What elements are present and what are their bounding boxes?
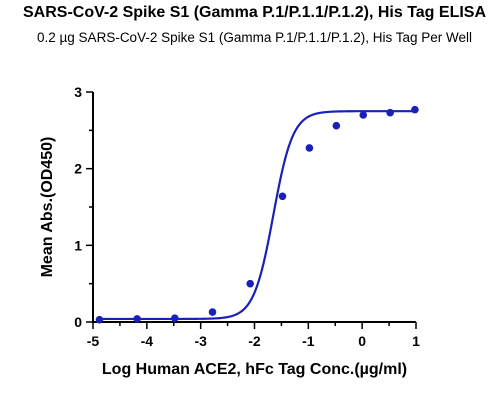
data-point <box>171 314 179 322</box>
y-tick-label: 3 <box>74 84 82 100</box>
x-tick-label: -2 <box>248 333 261 349</box>
data-point <box>278 192 287 201</box>
x-axis-label: Log Human ACE2, hFc Tag Conc.(µg/ml) <box>102 361 407 378</box>
y-tick-label: 0 <box>74 314 82 330</box>
data-point <box>133 315 141 323</box>
data-point <box>208 308 217 316</box>
data-point <box>246 279 254 288</box>
y-tick-label: 2 <box>74 161 82 177</box>
x-tick-label: 0 <box>358 333 366 349</box>
y-axis-label: Mean Abs.(OD450) <box>39 137 56 278</box>
data-point <box>332 121 341 130</box>
chart-subtitle: 0.2 µg SARS-CoV-2 Spike S1 (Gamma P.1/P.… <box>37 30 472 45</box>
fit-curve-layer <box>99 110 415 321</box>
chart-axes <box>86 91 417 329</box>
data-point <box>95 315 104 324</box>
x-tick-label: -3 <box>194 333 207 349</box>
data-point <box>386 108 394 117</box>
data-point <box>359 111 368 119</box>
x-tick-label: -1 <box>302 333 315 349</box>
x-tick-label: -4 <box>141 333 154 349</box>
x-tick-label: -5 <box>87 333 100 349</box>
data-points-layer <box>95 105 419 324</box>
x-tick-label: 1 <box>412 333 420 349</box>
data-point <box>305 144 314 152</box>
data-point <box>411 105 419 114</box>
fit-curve <box>99 110 415 321</box>
y-tick-label: 1 <box>74 237 82 253</box>
chart-title: SARS-CoV-2 Spike S1 (Gamma P.1/P.1.1/P.1… <box>23 4 487 21</box>
tick-labels-layer: -5 -4 -3 -2 -1 0 1 0 1 2 3 <box>74 84 420 349</box>
